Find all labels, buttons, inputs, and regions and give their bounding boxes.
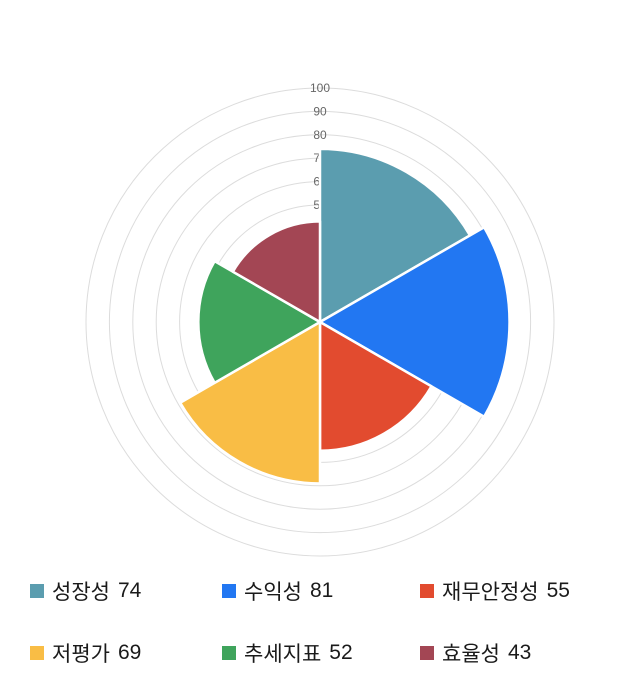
legend-item[interactable]: 성장성 74 xyxy=(30,576,222,606)
legend-swatch xyxy=(222,584,236,598)
chart-sector[interactable] xyxy=(318,225,511,419)
legend-item[interactable]: 효율성 43 xyxy=(420,638,640,668)
legend-swatch xyxy=(30,584,44,598)
polar-area-chart: 1009080706050 xyxy=(85,81,555,557)
chart-sector[interactable] xyxy=(197,259,322,385)
legend-label: 재무안정성 xyxy=(442,581,539,604)
legend-value: 74 xyxy=(117,579,142,602)
legend-value: 55 xyxy=(546,579,570,602)
legend-label: 수익성 xyxy=(244,581,302,604)
legend-value: 43 xyxy=(507,641,532,664)
legend-item[interactable]: 저평가 69 xyxy=(30,638,222,668)
chart-sector[interactable] xyxy=(318,147,472,324)
legend-item[interactable]: 수익성 81 xyxy=(222,576,420,606)
legend-label: 효율성 xyxy=(442,643,500,666)
grid-ring xyxy=(85,87,555,557)
legend-swatch xyxy=(420,646,434,660)
legend-value: 81 xyxy=(309,579,334,602)
chart-sector[interactable] xyxy=(178,320,322,485)
chart-legend: 성장성 74 수익성 81 재무안정성 55 저평가 69 추세지표 52 효율… xyxy=(0,560,640,668)
legend-value: 69 xyxy=(117,641,142,664)
legend-value: 52 xyxy=(329,641,353,664)
legend-label: 추세지표 xyxy=(244,643,322,666)
legend-item[interactable]: 재무안정성 55 xyxy=(420,576,640,606)
legend-swatch xyxy=(420,584,434,598)
grid-ring xyxy=(108,110,532,534)
axis-tick-label: 90 xyxy=(313,104,327,118)
legend-label: 저평가 xyxy=(52,643,110,666)
chart-sector[interactable] xyxy=(231,220,322,324)
axis-tick-label: 100 xyxy=(310,81,330,95)
legend-swatch xyxy=(30,646,44,660)
axis-tick-label: 80 xyxy=(313,128,327,142)
legend-swatch xyxy=(222,646,236,660)
chart-sector[interactable] xyxy=(318,320,433,452)
legend-label: 성장성 xyxy=(52,581,110,604)
legend-item[interactable]: 추세지표 52 xyxy=(222,638,420,668)
